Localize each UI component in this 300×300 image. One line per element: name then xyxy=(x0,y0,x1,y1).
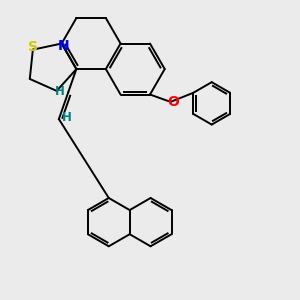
Text: S: S xyxy=(28,40,38,54)
Text: H: H xyxy=(55,85,65,98)
Text: N: N xyxy=(57,40,69,53)
Text: O: O xyxy=(168,95,179,109)
Text: H: H xyxy=(62,111,72,124)
